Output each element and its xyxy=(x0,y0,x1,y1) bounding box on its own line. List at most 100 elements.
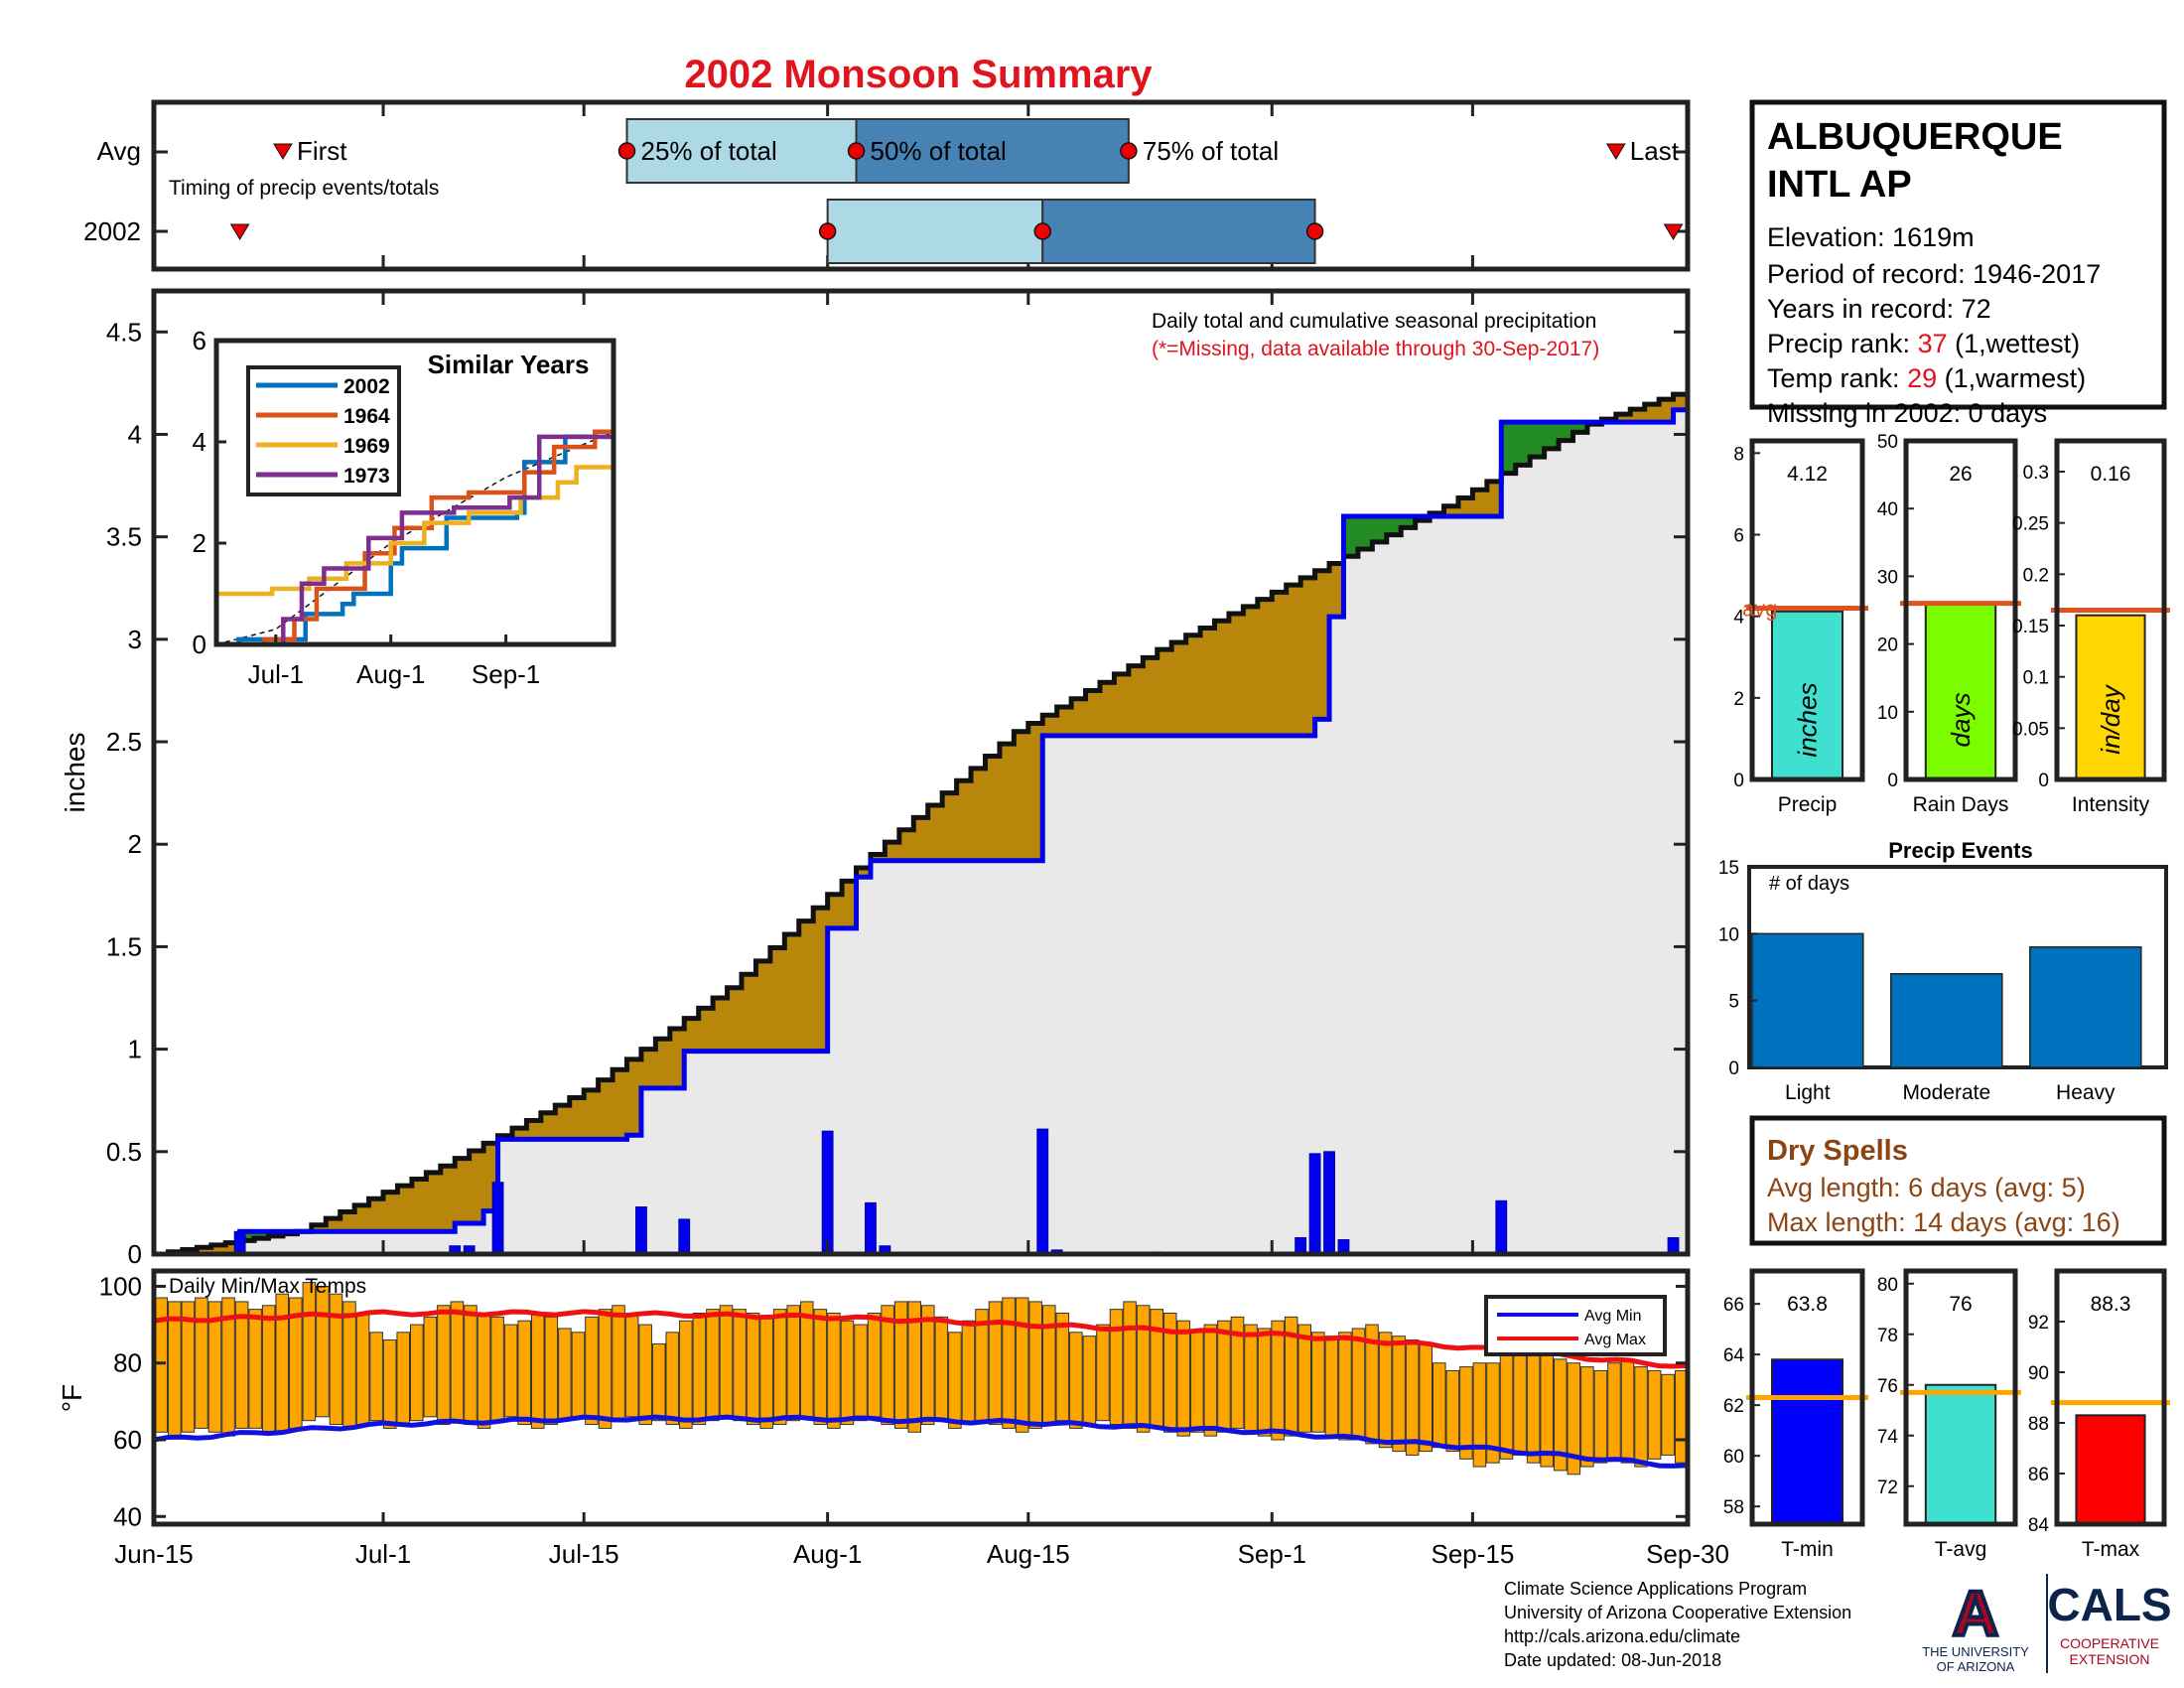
below-avg-fill xyxy=(1185,634,1201,736)
ua-line2: OF ARIZONA xyxy=(1937,1659,2015,1674)
summary-y-tick-label: 80 xyxy=(1877,1275,1898,1296)
below-avg-fill xyxy=(1128,665,1144,736)
summary-y-tick-label: 0 xyxy=(2038,771,2049,791)
events-bar xyxy=(2029,946,2142,1068)
timing-pct-marker xyxy=(847,142,866,160)
daily-temp-bar xyxy=(1230,1316,1245,1429)
daily-temp-bar xyxy=(638,1324,652,1426)
daily-temp-bar xyxy=(1028,1301,1042,1429)
below-avg-fill xyxy=(856,867,872,878)
precip-y-tick-label: 0 xyxy=(128,1239,142,1269)
below-avg-fill xyxy=(1457,497,1474,517)
summary-y-tick-label: 66 xyxy=(1723,1295,1744,1316)
below-avg-fill xyxy=(598,1079,614,1140)
summary-y-tick-label: 60 xyxy=(1723,1447,1744,1468)
footer-credits: Climate Science Applications Program Uni… xyxy=(1504,1579,1851,1670)
timing-pct-marker xyxy=(1033,222,1051,240)
below-avg-fill xyxy=(1228,614,1244,736)
timing-25pct-label: 25% of total xyxy=(640,136,776,166)
precip-y-tick-label: 0.5 xyxy=(106,1137,142,1167)
daily-temp-bar xyxy=(1162,1313,1177,1433)
below-avg-fill xyxy=(813,908,829,1052)
temps-title: Daily Min/Max Temps xyxy=(169,1275,366,1298)
timing-pct-marker xyxy=(1305,222,1324,240)
below-avg-fill xyxy=(1673,394,1689,410)
above-avg-fill xyxy=(254,1231,270,1239)
below-avg-fill xyxy=(1027,723,1043,861)
below-avg-fill xyxy=(397,1186,413,1232)
inset-series-line xyxy=(216,421,616,647)
timing-shapes xyxy=(229,118,1684,264)
below-avg-fill xyxy=(1630,409,1646,423)
below-avg-fill xyxy=(898,829,914,861)
summary-y-tick-label: 72 xyxy=(1877,1477,1898,1498)
timing-first-label: First xyxy=(297,136,347,166)
dry-spells-title: Dry Spells xyxy=(1767,1135,1908,1167)
below-avg-fill xyxy=(383,1192,399,1232)
below-avg-fill xyxy=(197,1247,212,1254)
below-avg-fill xyxy=(698,1008,714,1052)
summary-y-tick-label: 58 xyxy=(1723,1497,1744,1518)
summary-y-tick-label: 0.3 xyxy=(2023,463,2049,484)
cumulative-precip-panel: 0 0.5 1 1.5 2 2.5 3 3.5 4 4.5 inches Daily total … xyxy=(60,288,1691,1269)
temps-y-tick-label: 100 xyxy=(99,1271,142,1301)
daily-temp-bar xyxy=(1620,1358,1635,1464)
temp-bars xyxy=(154,1282,1689,1476)
above-avg-fill xyxy=(1501,422,1517,474)
daily-temp-bar xyxy=(342,1301,356,1429)
daily-temp-bar xyxy=(530,1313,545,1429)
daily-temp-bar xyxy=(1661,1373,1675,1456)
summary-y-tick-label: 0.1 xyxy=(2023,668,2049,689)
ua-line1: THE UNIVERSITY xyxy=(1922,1644,2029,1659)
summary-value-bar xyxy=(2075,1414,2146,1525)
below-avg-fill xyxy=(755,960,771,1052)
daily-temp-bar xyxy=(827,1313,841,1429)
above-avg-fill xyxy=(1343,516,1359,557)
below-avg-fill xyxy=(569,1097,585,1140)
station-name-line2: INTL AP xyxy=(1767,164,1912,206)
temp-summary-bars: 63.8 58 60 62 64 66 T-min 76 72 74 76 78 80 T-avg 88.3… xyxy=(1723,1268,2170,1561)
daily-temp-bar xyxy=(585,1316,599,1426)
timing-label-year: 2002 xyxy=(83,216,141,246)
summary-y-tick-label: 92 xyxy=(2028,1313,2049,1334)
precip-lines xyxy=(154,389,1691,1257)
summary-category-label: Intensity xyxy=(2072,793,2150,816)
cals-line1: COOPERATIVE xyxy=(2060,1635,2159,1651)
daily-temp-bar xyxy=(881,1305,894,1426)
below-avg-fill xyxy=(727,987,743,1052)
university-of-arizona-logo: A THE UNIVERSITY OF ARIZONA xyxy=(1922,1576,2029,1674)
summary-y-tick-label: 0.05 xyxy=(2012,719,2049,740)
daily-temp-bar xyxy=(1203,1324,1218,1437)
temps-y-tick-label: 40 xyxy=(113,1501,142,1531)
summary-y-tick-label: 0.25 xyxy=(2012,514,2049,535)
daily-temp-bar xyxy=(1257,1328,1272,1437)
timing-annotation: Timing of precip events/totals xyxy=(169,177,439,200)
daily-temp-bar xyxy=(1176,1320,1191,1437)
below-avg-fill xyxy=(455,1158,471,1224)
precip-y-tick-label: 1 xyxy=(128,1035,142,1064)
below-avg-fill xyxy=(1014,731,1029,861)
station-info-box: ALBUQUERQUE INTL AP Elevation: 1619m Per… xyxy=(1749,99,2167,428)
precip-summary-bars: 4.12 0 2 4 6 8 Precip inches avg 26 0 10 20 30 40 50 Rai… xyxy=(1733,432,2170,816)
summary-avg-label: avg xyxy=(1742,596,1777,621)
summary-y-tick-label: 64 xyxy=(1723,1345,1745,1366)
events-y-tick-label: 0 xyxy=(1728,1058,1739,1079)
summary-panel-frame xyxy=(1749,438,1865,782)
daily-temp-bar xyxy=(410,1324,424,1422)
summary-y-tick-label: 76 xyxy=(1877,1376,1898,1397)
above-avg-fill xyxy=(1559,422,1574,441)
footer-line4: Date updated: 08-Jun-2018 xyxy=(1504,1650,1721,1670)
cals-wordmark: CALS xyxy=(2047,1579,2171,1630)
inset-series-line xyxy=(216,434,614,647)
daily-temp-bar xyxy=(369,1332,383,1422)
precip-y-tick-label: 4.5 xyxy=(106,317,142,347)
summary-panel-frame xyxy=(1903,438,2018,782)
daily-temp-bar xyxy=(1069,1332,1083,1429)
daily-precip-bar xyxy=(1495,1199,1508,1255)
daily-precip-bar xyxy=(635,1206,647,1255)
daily-precip-bar xyxy=(491,1182,504,1255)
daily-precip-bar xyxy=(865,1201,877,1255)
summary-value-label: 26 xyxy=(1949,463,1972,486)
date-tick-label: Sep-1 xyxy=(1238,1539,1306,1569)
below-avg-fill xyxy=(1286,585,1301,736)
